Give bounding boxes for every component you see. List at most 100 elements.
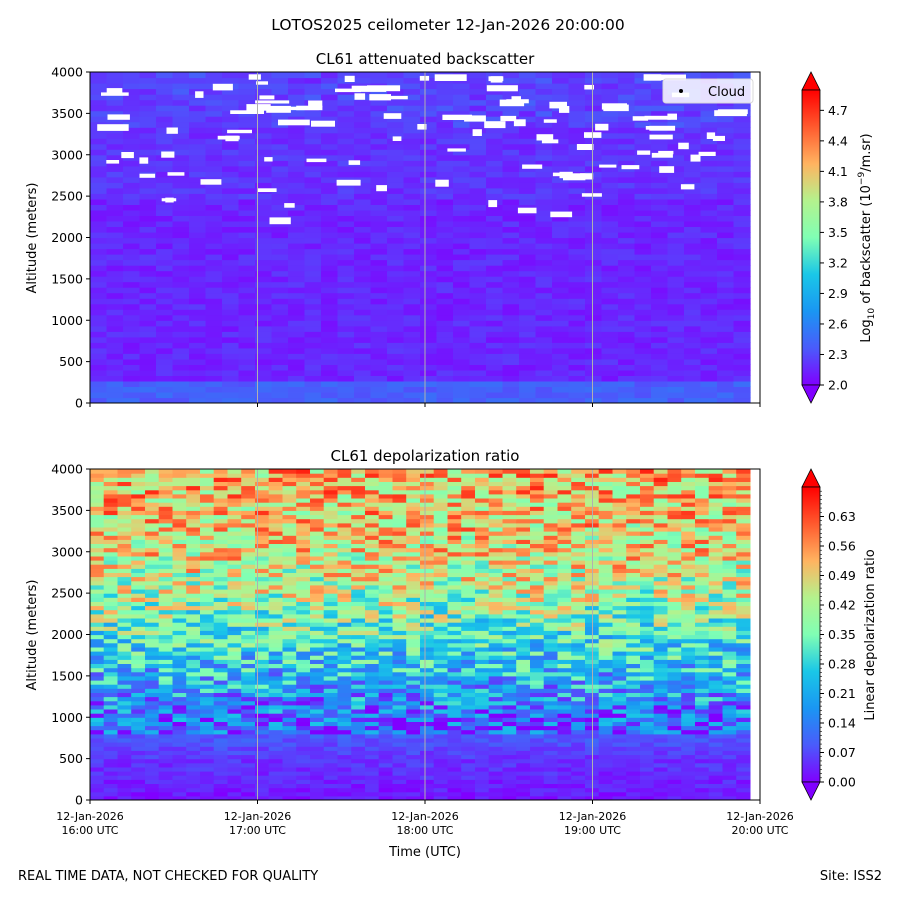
- heatmap-cell: [684, 281, 702, 288]
- heatmap-cell: [288, 397, 306, 403]
- heatmap-cell: [420, 593, 435, 598]
- heatmap-cell: [268, 618, 283, 623]
- heatmap-cell: [337, 787, 352, 793]
- heatmap-cell: [200, 721, 215, 727]
- heatmap-cell: [571, 713, 586, 718]
- heatmap-cell: [681, 613, 696, 619]
- heatmap-cell: [406, 709, 421, 714]
- heatmap-cell: [172, 642, 187, 648]
- heatmap-cell: [557, 597, 572, 602]
- heatmap-cell: [304, 397, 322, 403]
- heatmap-cell: [205, 198, 223, 205]
- heatmap-cell: [420, 237, 438, 244]
- heatmap-cell: [469, 364, 487, 371]
- heatmap-cell: [736, 605, 751, 611]
- heatmap-cell: [420, 634, 435, 640]
- heatmap-cell: [238, 116, 256, 123]
- heatmap-cell: [651, 154, 669, 161]
- heatmap-cell: [103, 775, 118, 780]
- heatmap-cell: [337, 700, 352, 706]
- heatmap-cell: [667, 659, 682, 664]
- heatmap-cell: [90, 364, 108, 371]
- heatmap-cell: [241, 613, 256, 619]
- heatmap-cell: [700, 187, 718, 194]
- heatmap-cell: [436, 204, 454, 211]
- heatmap-cell: [651, 281, 669, 288]
- heatmap-cell: [351, 626, 366, 631]
- heatmap-cell: [288, 364, 306, 371]
- heatmap-cell: [486, 276, 504, 283]
- heatmap-cell: [530, 737, 545, 743]
- heatmap-cell: [667, 248, 685, 255]
- heatmap-cell: [502, 622, 517, 627]
- heatmap-cell: [139, 88, 157, 95]
- heatmap-cell: [667, 638, 682, 644]
- heatmap-cell: [667, 721, 682, 727]
- heatmap-cell: [626, 630, 641, 636]
- heatmap-cell: [323, 622, 338, 627]
- heatmap-cell: [365, 659, 380, 664]
- heatmap-cell: [519, 187, 537, 194]
- heatmap-cell: [447, 775, 462, 780]
- cloud-gap: [121, 152, 134, 159]
- heatmap-cell: [354, 287, 372, 294]
- heatmap-cell: [461, 688, 476, 693]
- heatmap-cell: [310, 684, 325, 689]
- heatmap-cell: [461, 593, 476, 598]
- heatmap-cell: [403, 193, 421, 200]
- heatmap-cell: [733, 270, 751, 277]
- heatmap-cell: [378, 737, 393, 743]
- heatmap-cell: [736, 762, 751, 768]
- cloud-legend: Cloud: [662, 78, 754, 104]
- y-tick-label: 0: [75, 396, 83, 411]
- heatmap-cell: [117, 671, 132, 677]
- heatmap-cell: [241, 618, 256, 623]
- heatmap-cell: [717, 358, 735, 365]
- heatmap-cell: [733, 165, 751, 172]
- heatmap-cell: [736, 655, 751, 660]
- heatmap-cell: [158, 771, 173, 776]
- heatmap-cell: [378, 634, 393, 640]
- heatmap-cell: [733, 254, 751, 261]
- heatmap-cell: [392, 783, 407, 789]
- heatmap-cell: [634, 320, 652, 327]
- heatmap-cell: [420, 331, 438, 338]
- heatmap-cell: [640, 638, 655, 644]
- heatmap-cell: [667, 204, 685, 211]
- heatmap-cell: [651, 105, 669, 112]
- heatmap-cell: [651, 204, 669, 211]
- heatmap-cell: [543, 762, 558, 768]
- heatmap-cell: [365, 713, 380, 718]
- heatmap-cell: [733, 320, 751, 327]
- heatmap-cell: [351, 787, 366, 793]
- heatmap-cell: [535, 77, 553, 84]
- heatmap-cell: [695, 700, 710, 706]
- heatmap-cell: [255, 281, 273, 288]
- heatmap-cell: [205, 237, 223, 244]
- heatmap-cell: [695, 787, 710, 793]
- heatmap-cell: [213, 758, 228, 764]
- heatmap-cell: [103, 758, 118, 764]
- heatmap-cell: [516, 692, 531, 698]
- heatmap-cell: [304, 232, 322, 239]
- heatmap-cell: [488, 680, 503, 685]
- heatmap-cell: [618, 397, 636, 403]
- heatmap-cell: [337, 99, 355, 106]
- heatmap-cell: [568, 193, 586, 200]
- heatmap-cell: [131, 618, 146, 623]
- heatmap-cell: [131, 622, 146, 627]
- heatmap-cell: [103, 622, 118, 627]
- heatmap-cell: [436, 276, 454, 283]
- heatmap-cell: [601, 298, 619, 305]
- heatmap-cell: [321, 176, 339, 183]
- heatmap-cell: [461, 605, 476, 611]
- cloud-gap: [549, 101, 567, 109]
- heatmap-cell: [667, 725, 682, 731]
- heatmap-cell: [288, 154, 306, 161]
- heatmap-cell: [651, 325, 669, 332]
- heatmap-cell: [640, 775, 655, 780]
- heatmap-cell: [117, 642, 132, 648]
- heatmap-cell: [156, 187, 174, 194]
- heatmap-cell: [139, 121, 157, 128]
- heatmap-cell: [103, 779, 118, 784]
